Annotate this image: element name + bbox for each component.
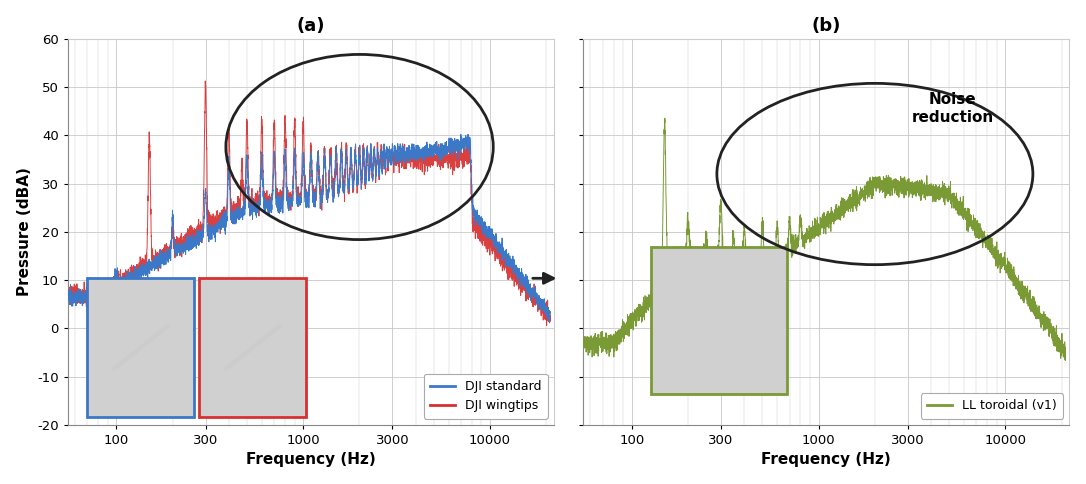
Line: LL toroidal (v1): LL toroidal (v1) [583,118,1065,361]
Title: (a): (a) [296,16,325,35]
Legend: LL toroidal (v1): LL toroidal (v1) [921,393,1063,419]
DJI wingtips [264,203,277,209]
LL toroidal (v1) [783,213,796,219]
LL toroidal (v1) [780,249,793,255]
DJI wingtips [505,264,518,270]
DJI wingtips [62,286,75,292]
Bar [87,278,194,417]
Text: Noise
reduction: Noise reduction [911,92,994,125]
DJI standard [542,319,555,325]
X-axis label: Frequency (Hz): Frequency (Hz) [761,453,892,468]
DJI standard [264,197,277,202]
DJI wingtips [291,185,304,191]
DJI wingtips [544,313,557,319]
Line: DJI standard: DJI standard [68,134,551,322]
LL toroidal (v1) [806,218,819,224]
LL toroidal (v1) [1021,288,1034,294]
DJI standard [462,131,475,137]
LL toroidal (v1) [1045,320,1058,326]
LL toroidal (v1) [577,346,590,351]
DJI standard [291,201,304,207]
DJI standard [505,257,518,263]
LL toroidal (v1) [1059,357,1072,363]
DJI standard [544,310,557,316]
LL toroidal (v1) [927,190,940,196]
X-axis label: Frequency (Hz): Frequency (Hz) [247,453,376,468]
DJI standard [268,158,281,164]
Legend: DJI standard, DJI wingtips: DJI standard, DJI wingtips [424,374,547,419]
Bar [199,278,306,417]
LL toroidal (v1) [658,115,671,121]
DJI standard [62,295,75,301]
Title: (b): (b) [811,16,841,35]
DJI wingtips [268,120,281,126]
LL toroidal (v1) [1059,358,1072,363]
DJI standard [529,290,542,296]
DJI wingtips [412,158,425,164]
DJI wingtips [540,323,553,329]
Line: DJI wingtips: DJI wingtips [68,81,551,326]
DJI standard [412,145,425,151]
Bar [652,247,787,394]
DJI wingtips [199,78,212,84]
DJI wingtips [529,300,542,306]
Y-axis label: Pressure (dBA): Pressure (dBA) [16,167,31,296]
